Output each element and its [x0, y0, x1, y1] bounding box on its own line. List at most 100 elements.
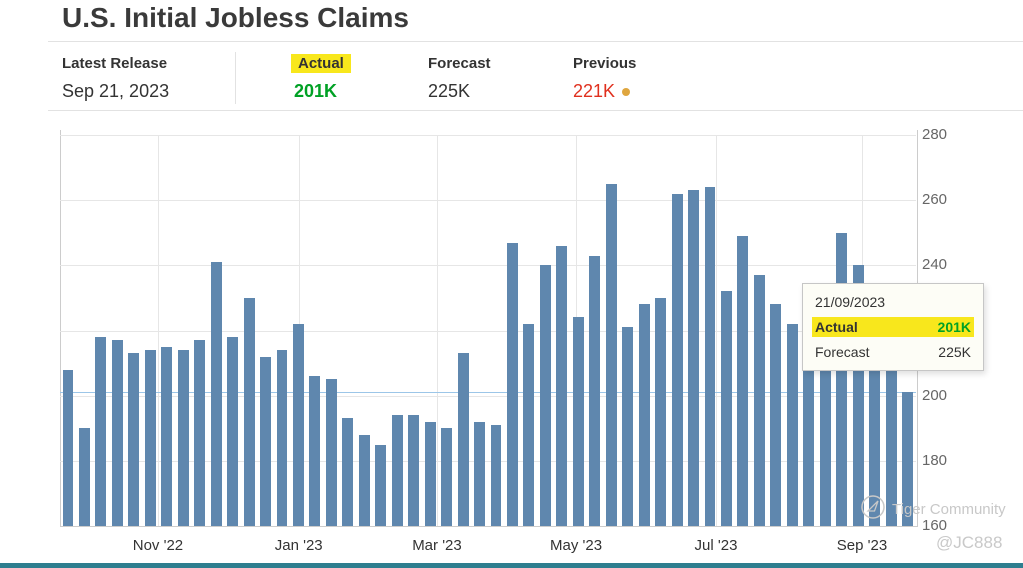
tooltip-forecast-label: Forecast — [815, 344, 870, 360]
bar[interactable] — [457, 353, 469, 526]
bar[interactable] — [194, 340, 206, 526]
divider — [48, 41, 1023, 42]
user-handle-watermark: @JC888 — [936, 533, 1003, 552]
tooltip-actual-value: 201K — [937, 319, 971, 335]
bar[interactable] — [424, 421, 436, 526]
bar[interactable] — [111, 340, 123, 526]
bar[interactable] — [902, 392, 913, 526]
tooltip-actual-label: Actual — [815, 319, 858, 335]
bar[interactable] — [227, 337, 239, 526]
reference-line — [60, 392, 916, 394]
x-gridline — [157, 135, 159, 526]
bar[interactable] — [62, 369, 74, 526]
y-axis-label: 180 — [922, 451, 948, 469]
chart-tooltip: 21/09/2023 Actual 201K Forecast 225K — [802, 283, 984, 371]
bar[interactable] — [671, 193, 683, 526]
bar[interactable] — [490, 424, 502, 526]
bar[interactable] — [869, 330, 881, 526]
bar[interactable] — [292, 323, 304, 526]
bar[interactable] — [556, 245, 568, 526]
bar[interactable] — [474, 421, 485, 526]
x-axis-label: Nov '22 — [132, 537, 184, 554]
bar[interactable] — [589, 255, 601, 526]
previous-value: 221K — [573, 81, 616, 101]
bar[interactable] — [260, 356, 271, 526]
y-gridline — [60, 200, 916, 202]
bar[interactable] — [622, 327, 634, 526]
bar[interactable] — [325, 379, 337, 526]
bar[interactable] — [786, 323, 798, 526]
chart-plot-area[interactable] — [60, 135, 916, 526]
bar[interactable] — [523, 323, 535, 526]
bar[interactable] — [441, 428, 453, 526]
x-axis: Nov '22 Jan '23 Mar '23 May '23 Jul '23 Sep '… — [60, 537, 916, 559]
bar[interactable] — [819, 297, 831, 526]
bar[interactable] — [177, 350, 189, 526]
bar[interactable] — [276, 350, 288, 526]
bar[interactable] — [95, 337, 107, 526]
bar[interactable] — [836, 232, 848, 526]
latest-release-date: Sep 21, 2023 — [62, 81, 170, 101]
bar[interactable] — [852, 265, 864, 526]
tiger-community-label: Tiger Community — [892, 500, 1006, 518]
x-axis-label: Sep '23 — [836, 537, 888, 554]
bar[interactable] — [539, 265, 551, 526]
bar[interactable] — [753, 275, 765, 526]
y-gridline — [60, 265, 916, 267]
tooltip-actual-row: Actual 201K — [812, 317, 974, 337]
x-gridline — [715, 135, 717, 526]
y-gridline — [60, 395, 916, 397]
bar[interactable] — [144, 350, 156, 526]
bar[interactable] — [309, 376, 321, 526]
bar[interactable] — [688, 190, 699, 526]
y-axis-label: 160 — [922, 517, 948, 534]
bar[interactable] — [885, 340, 897, 526]
bar[interactable] — [391, 415, 403, 526]
forecast-value: 225K — [428, 81, 471, 101]
actual-value: 201K — [294, 81, 338, 101]
bar[interactable] — [78, 428, 90, 526]
bar[interactable] — [128, 353, 140, 526]
divider — [48, 110, 1023, 111]
bar[interactable] — [605, 183, 617, 526]
bar[interactable] — [342, 418, 354, 526]
bar[interactable] — [161, 346, 173, 526]
y-gridline — [60, 135, 916, 136]
bar[interactable] — [408, 415, 420, 526]
bar[interactable] — [803, 343, 815, 526]
tooltip-forecast-value: 225K — [938, 344, 971, 360]
tooltip-forecast-row: Forecast 225K — [812, 342, 974, 362]
y-axis-label: 200 — [922, 386, 948, 404]
y-axis-label: 280 — [922, 126, 948, 143]
bar[interactable] — [655, 297, 667, 526]
previous-value-wrap: 221K — [573, 81, 631, 102]
x-axis-label: Jul '23 — [694, 537, 738, 554]
bar[interactable] — [704, 187, 716, 526]
bar[interactable] — [506, 242, 518, 526]
bar[interactable] — [375, 444, 387, 526]
bar[interactable] — [210, 262, 222, 526]
forecast-label: Forecast — [428, 55, 491, 72]
y-axis-label: 260 — [922, 191, 948, 209]
divider — [235, 52, 236, 104]
bar[interactable] — [720, 291, 732, 526]
tooltip-date: 21/09/2023 — [815, 294, 886, 310]
previous-indicator-dot — [622, 88, 631, 97]
bar[interactable] — [358, 434, 370, 526]
bottom-accent-bar — [0, 563, 1023, 568]
bar[interactable] — [770, 304, 782, 526]
x-gridline — [436, 135, 438, 526]
tiger-community-logo-icon — [860, 494, 886, 524]
x-axis-label: May '23 — [550, 537, 603, 554]
bar[interactable] — [638, 304, 650, 526]
x-axis-label: Mar '23 — [412, 537, 462, 554]
latest-release-label: Latest Release — [62, 55, 168, 72]
actual-label-highlight: Actual — [291, 54, 351, 73]
bar[interactable] — [243, 297, 255, 526]
page-title: U.S. Initial Jobless Claims — [62, 2, 410, 33]
previous-label: Previous — [573, 55, 637, 72]
bar[interactable] — [737, 236, 749, 526]
bar[interactable] — [572, 317, 584, 526]
tiger-community-watermark: Tiger Community — [860, 494, 1006, 524]
